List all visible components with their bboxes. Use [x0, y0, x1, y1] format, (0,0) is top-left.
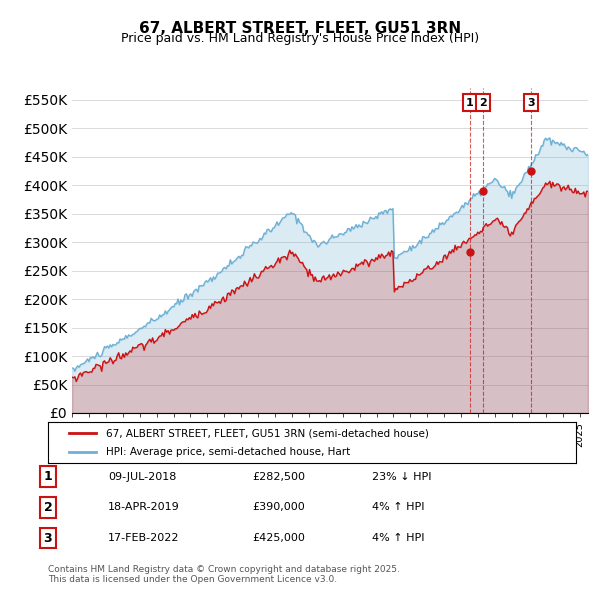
Text: 67, ALBERT STREET, FLEET, GU51 3RN (semi-detached house): 67, ALBERT STREET, FLEET, GU51 3RN (semi…: [106, 428, 429, 438]
Text: HPI: Average price, semi-detached house, Hart: HPI: Average price, semi-detached house,…: [106, 447, 350, 457]
Text: £425,000: £425,000: [252, 533, 305, 543]
Text: 09-JUL-2018: 09-JUL-2018: [108, 472, 176, 481]
Text: 4% ↑ HPI: 4% ↑ HPI: [372, 503, 425, 512]
Text: 1: 1: [44, 470, 52, 483]
Text: 3: 3: [527, 98, 535, 108]
Text: 4% ↑ HPI: 4% ↑ HPI: [372, 533, 425, 543]
Text: 2: 2: [479, 98, 487, 108]
Text: Contains HM Land Registry data © Crown copyright and database right 2025.
This d: Contains HM Land Registry data © Crown c…: [48, 565, 400, 584]
Text: £390,000: £390,000: [252, 503, 305, 512]
Text: 67, ALBERT STREET, FLEET, GU51 3RN: 67, ALBERT STREET, FLEET, GU51 3RN: [139, 21, 461, 35]
Text: 17-FEB-2022: 17-FEB-2022: [108, 533, 179, 543]
Text: £282,500: £282,500: [252, 472, 305, 481]
Text: 2: 2: [44, 501, 52, 514]
Text: 1: 1: [466, 98, 474, 108]
Text: 23% ↓ HPI: 23% ↓ HPI: [372, 472, 431, 481]
Text: Price paid vs. HM Land Registry's House Price Index (HPI): Price paid vs. HM Land Registry's House …: [121, 32, 479, 45]
Text: 3: 3: [44, 532, 52, 545]
Text: 18-APR-2019: 18-APR-2019: [108, 503, 180, 512]
